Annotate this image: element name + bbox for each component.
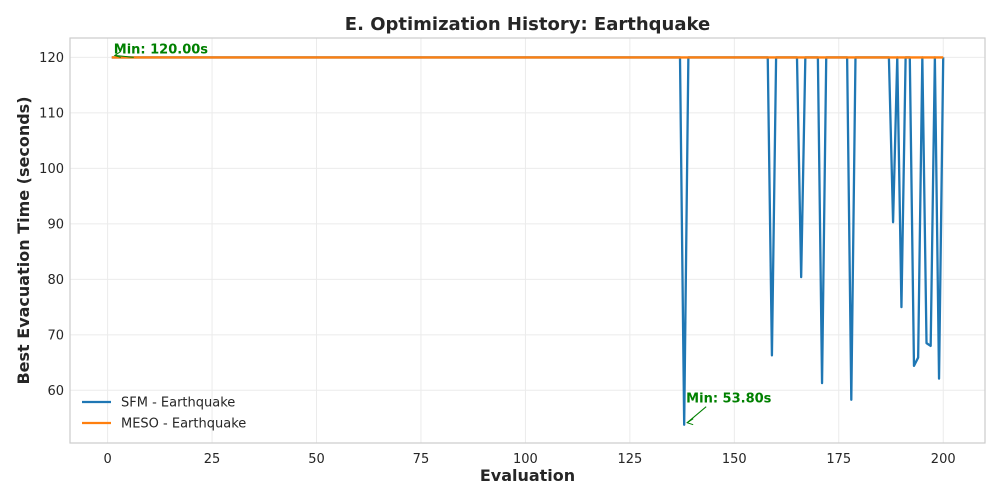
series-layer: [111, 56, 945, 426]
min-annotation-arrow: [114, 54, 134, 58]
x-tick-label: 175: [826, 452, 851, 467]
x-tick-label: 200: [931, 452, 956, 467]
x-tick-label: 50: [308, 452, 325, 467]
y-ticks: 60 70 80 90 100 110 120: [39, 51, 64, 399]
annotations: Min: 120.00s Min: 53.80s: [113, 42, 772, 426]
legend-label-meso: MESO - Earthquake: [121, 417, 246, 432]
legend: SFM - Earthquake MESO - Earthquake: [82, 396, 246, 432]
y-tick-label: 80: [47, 273, 64, 288]
y-tick-label: 110: [39, 106, 64, 121]
x-tick-label: 125: [617, 452, 642, 467]
x-tick-label: 100: [513, 452, 538, 467]
y-tick-label: 120: [39, 51, 64, 66]
min-annotation-arrowhead: [113, 51, 122, 58]
x-ticks: 0 25 50 75 100 125 150 175 200: [103, 452, 955, 467]
legend-label-sfm: SFM - Earthquake: [121, 396, 235, 411]
y-tick-label: 60: [47, 384, 64, 399]
x-tick-label: 75: [413, 452, 430, 467]
y-tick-label: 90: [47, 217, 64, 232]
y-tick-label: 100: [39, 162, 64, 177]
x-tick-label: 25: [204, 452, 221, 467]
min-annotation-label: Min: 120.00s: [114, 42, 209, 57]
x-tick-label: 150: [722, 452, 747, 467]
chart-title: E. Optimization History: Earthquake: [345, 14, 710, 35]
y-tick-label: 70: [47, 328, 64, 343]
grid: [70, 38, 985, 443]
min-annotation-arrowhead: [686, 418, 694, 426]
x-tick-label: 0: [103, 452, 111, 467]
min-annotation-label: Min: 53.80s: [686, 392, 771, 407]
x-axis-label: Evaluation: [480, 466, 575, 485]
plot-frame: [69, 37, 986, 444]
y-axis-label: Best Evacuation Time (seconds): [14, 96, 33, 384]
series-line-sfm: [111, 56, 945, 426]
